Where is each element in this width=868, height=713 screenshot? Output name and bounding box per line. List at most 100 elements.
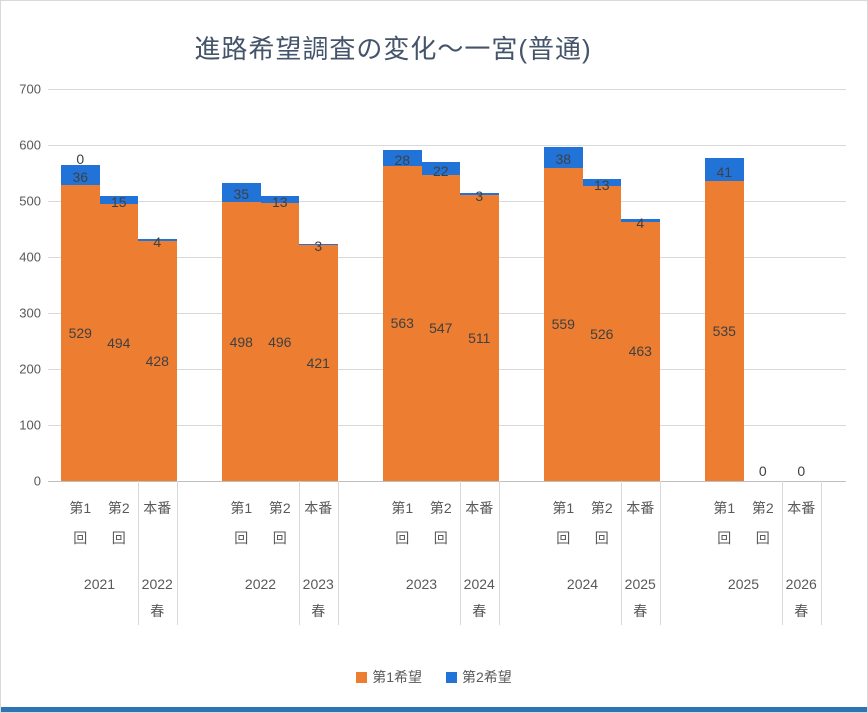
bar-segment-second-choice (138, 239, 177, 242)
bar-value-label-second: 41 (716, 163, 733, 180)
category-label: 第1 回 (713, 500, 736, 546)
category-label: 本番 (787, 500, 816, 516)
category-label: 本番 (304, 500, 333, 516)
bar-segment-second-choice (222, 182, 261, 203)
gridline (48, 145, 846, 146)
bar-segment-second-choice (582, 179, 621, 187)
bar-value-label-first: 494 (107, 334, 131, 351)
bar-segment-first-choice (383, 165, 422, 481)
bar-segment-first-choice (460, 194, 499, 481)
axis-separator (138, 481, 139, 625)
bar-segment-second-choice (621, 219, 660, 222)
bar-segment-first-choice (61, 184, 100, 481)
category-label: 第1 回 (391, 500, 414, 546)
bar-segment-first-choice (222, 202, 261, 481)
bar-segment-second-choice (61, 164, 100, 185)
axis-separator (337, 481, 339, 625)
category-label: 第2 回 (429, 500, 452, 546)
axis-separator (782, 481, 783, 625)
bar-value-label-second: 36 (72, 168, 89, 185)
y-tick-label: 500 (19, 193, 41, 209)
bar-segment-second-choice (299, 243, 338, 246)
bar-segment-first-choice (582, 186, 621, 481)
category-label: 第1 回 (69, 500, 92, 546)
year-label-spring: 2025 春 (624, 576, 656, 619)
category-label: 第1 回 (552, 500, 575, 546)
axis-separator (460, 481, 461, 625)
bar-value-label-first: 529 (68, 324, 92, 341)
bar-value-label-first: 0 (758, 463, 767, 479)
legend-label-first: 第1希望 (372, 669, 422, 685)
chart-title: 進路希望調査の変化～一宮(普通) (194, 34, 592, 64)
bar-segment-first-choice (421, 174, 460, 481)
bar-segment-second-choice (544, 146, 583, 168)
category-label: 第1 回 (230, 500, 253, 546)
bar-value-label-second: 22 (432, 162, 449, 179)
year-label: 2023 (405, 576, 438, 592)
bar-segment-first-choice (544, 167, 583, 481)
bar-value-label-second: 4 (636, 214, 645, 231)
bar-segment-first-choice (138, 241, 177, 481)
legend-swatch-first-icon (356, 671, 368, 683)
bar-segment-second-choice (383, 150, 422, 166)
year-label: 2022 (244, 576, 277, 592)
bar-value-label-second: 38 (555, 151, 572, 168)
category-label: 本番 (465, 500, 494, 516)
year-label-spring: 2022 春 (141, 576, 173, 619)
axis-separator (621, 481, 622, 625)
year-label: 2021 (83, 576, 116, 592)
y-tick-label: 0 (33, 473, 41, 489)
year-label-spring: 2026 春 (785, 576, 817, 619)
category-label: 第2 回 (751, 500, 774, 546)
bar-segment-first-choice (299, 245, 338, 481)
gridline (48, 89, 846, 90)
category-label: 第2 回 (268, 500, 291, 546)
bar-segment-second-choice (260, 195, 299, 204)
bar-value-label-first: 0 (797, 463, 806, 479)
legend: 第1希望 第2希望 (1, 667, 867, 687)
axis-separator (498, 481, 500, 625)
bar-segment-second-choice (421, 162, 460, 175)
bar-value-label-second: 3 (314, 238, 323, 255)
y-tick-label: 600 (19, 137, 41, 153)
bar-value-label-second: 13 (271, 193, 288, 210)
bar-value-label-first: 463 (628, 343, 652, 360)
y-tick-label: 300 (19, 305, 41, 321)
bar-value-label-first: 559 (551, 316, 575, 333)
year-label-spring: 2024 春 (463, 576, 495, 619)
bar-segment-first-choice (99, 204, 138, 481)
legend-swatch-second-icon (446, 671, 457, 683)
bar-segment-second-choice (99, 195, 138, 205)
bar-segment-second-choice (460, 193, 499, 195)
bar-value-label-first: 421 (306, 355, 330, 372)
bar-segment-first-choice (621, 221, 660, 481)
bar-value-label-second: 3 (475, 188, 484, 204)
bar-top-label: 0 (76, 150, 85, 167)
bar-value-label-first: 428 (145, 353, 169, 370)
bar-value-label-second: 4 (153, 234, 162, 251)
y-tick-label: 400 (19, 249, 41, 265)
bar-segment-first-choice (705, 181, 744, 481)
bar-value-label-first: 563 (390, 315, 414, 332)
year-label: 2024 (566, 576, 599, 592)
gridline (48, 481, 846, 482)
bar-value-label-first: 511 (468, 329, 491, 346)
bar-value-label-first: 496 (268, 334, 292, 351)
bar-value-label-first: 535 (712, 323, 736, 340)
bar-segment-first-choice (260, 203, 299, 481)
bar-value-label-first: 498 (229, 333, 253, 350)
axis-separator (820, 481, 822, 625)
y-tick-label: 100 (19, 417, 41, 433)
axis-separator (659, 481, 661, 625)
axis-separator (299, 481, 300, 625)
category-label: 本番 (143, 500, 172, 516)
legend-item-first-choice: 第1希望 (356, 667, 422, 687)
y-tick-label: 200 (19, 361, 41, 377)
category-label: 第2 回 (107, 500, 130, 546)
bar-value-label-second: 35 (233, 186, 250, 203)
category-label: 本番 (626, 500, 655, 516)
window-bottom-edge (1, 707, 867, 712)
legend-label-second: 第2希望 (462, 669, 512, 685)
